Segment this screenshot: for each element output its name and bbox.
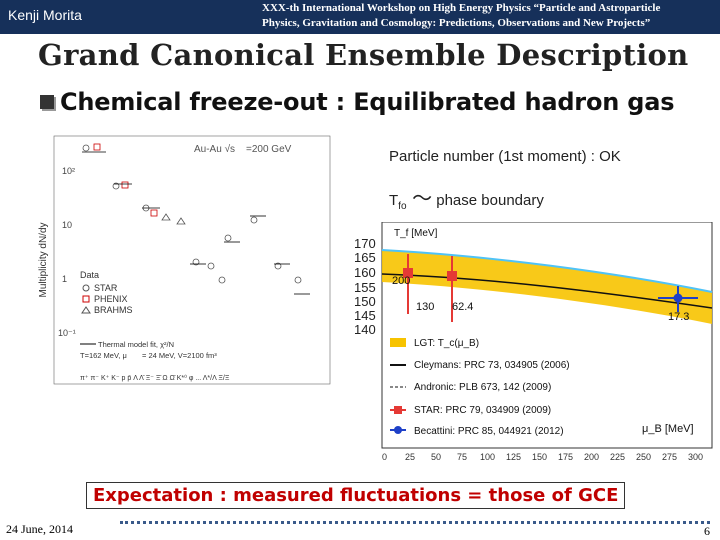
slide-title: Grand Canonical Ensemble Description bbox=[38, 38, 689, 72]
ytick-100: 10² bbox=[62, 166, 75, 176]
ytick-155: 155 bbox=[354, 280, 376, 295]
xtick-150: 150 bbox=[532, 452, 547, 462]
freezeout-point: Tfo ～ phase boundary bbox=[389, 182, 544, 212]
legend-phenix: PHENIX bbox=[94, 294, 128, 304]
particle-labels: π⁺ π⁻ K⁺ K⁻ p p̄ Λ Λ̄ Ξ⁻ Ξ̄ Ω Ω̄ K*⁰ φ .… bbox=[80, 374, 230, 382]
model-text-3: = 24 MeV, V=2100 fm³ bbox=[142, 351, 217, 360]
legend-star-marker bbox=[82, 284, 90, 292]
right-xlabel: μ_B [MeV] bbox=[642, 423, 694, 435]
ytick-145: 145 bbox=[354, 308, 376, 323]
legend-brahms-marker bbox=[81, 306, 91, 314]
tfo-symbol: T bbox=[389, 192, 399, 209]
point-200 bbox=[403, 268, 413, 278]
workshop-line-1: XXX-th International Workshop on High En… bbox=[262, 2, 661, 14]
footer-divider bbox=[120, 521, 710, 524]
marker-k-plus bbox=[112, 182, 120, 190]
legend-brahms: BRAHMS bbox=[94, 305, 133, 315]
marker-lambdabar bbox=[176, 217, 186, 225]
marker-pi-minus bbox=[93, 143, 101, 151]
expectation-callout: Expectation : measured fluctuations = th… bbox=[86, 482, 626, 509]
marker-pbar bbox=[150, 209, 158, 217]
legend-becattini-swatch bbox=[394, 426, 402, 434]
freezeout-figure: T_f [MeV] 170 165 160 155 150 145 140 20… bbox=[354, 222, 713, 462]
label-173: 17.3 bbox=[668, 311, 689, 323]
marker-ratio1 bbox=[294, 276, 302, 284]
legend-star: STAR: PRC 79, 034909 (2009) bbox=[414, 405, 551, 416]
point-17 bbox=[673, 293, 683, 303]
data-markers bbox=[82, 143, 310, 295]
xtick-125: 125 bbox=[506, 452, 521, 462]
legend-star-swatch bbox=[394, 406, 402, 414]
legend-title: Data bbox=[80, 270, 99, 280]
tfo-subscript: fo bbox=[398, 201, 407, 212]
bullet-square-icon bbox=[40, 95, 54, 109]
right-yticks: 170 165 160 155 150 145 140 bbox=[354, 236, 376, 337]
ytick-165: 165 bbox=[354, 250, 376, 265]
energy-label: =200 GeV bbox=[246, 144, 292, 155]
right-ylabel: T_f [MeV] bbox=[394, 228, 438, 239]
legend-lgt: LGT: T_c(μ_B) bbox=[414, 338, 479, 349]
marker-xibar bbox=[207, 262, 215, 270]
becattini-point bbox=[658, 286, 698, 312]
xtick-250: 250 bbox=[636, 452, 651, 462]
xtick-25: 25 bbox=[405, 452, 415, 462]
marker-k-minus bbox=[121, 181, 129, 189]
marker-omegabar bbox=[218, 276, 226, 284]
page-number: 6 bbox=[704, 524, 710, 538]
ytick-10: 10 bbox=[62, 220, 72, 230]
workshop-title: XXX-th International Workshop on High En… bbox=[262, 1, 714, 31]
tilde-symbol: ～ bbox=[406, 188, 433, 210]
xtick-0: 0 bbox=[382, 452, 387, 462]
model-text-2: T=162 MeV, μ bbox=[80, 351, 127, 360]
legend-andronic: Andronic: PLB 673, 142 (2009) bbox=[414, 382, 551, 393]
xtick-300: 300 bbox=[688, 452, 703, 462]
xtick-225: 225 bbox=[610, 452, 625, 462]
ytick-1: 1 bbox=[62, 274, 67, 284]
author-name: Kenji Morita bbox=[8, 7, 82, 23]
ytick-170: 170 bbox=[354, 236, 376, 251]
right-legend: LGT: T_c(μ_B) Cleymans: PRC 73, 034905 (… bbox=[390, 338, 570, 437]
left-ylabel: Multiplicity dN/dy bbox=[38, 222, 49, 297]
xtick-275: 275 bbox=[662, 452, 677, 462]
marker-kstar bbox=[250, 216, 258, 224]
model-text-1: Thermal model fit, χ²/N bbox=[98, 340, 174, 349]
particle-number-point: Particle number (1st moment) : OK bbox=[389, 148, 621, 165]
multiplicity-figure: Multiplicity dN/dy 10² 10 1 10⁻¹ Au-Au √… bbox=[38, 135, 331, 385]
plot-frame bbox=[53, 135, 331, 385]
phase-boundary-text: phase boundary bbox=[436, 192, 544, 209]
label-130: 130 bbox=[416, 301, 434, 313]
ytick-140: 140 bbox=[354, 322, 376, 337]
legend-lgt-swatch bbox=[390, 338, 406, 347]
workshop-line-2: Physics, Gravitation and Cosmology: Pred… bbox=[262, 17, 651, 29]
legend-becattini: Becattini: PRC 85, 044921 (2012) bbox=[414, 426, 564, 437]
xtick-100: 100 bbox=[480, 452, 495, 462]
xtick-75: 75 bbox=[457, 452, 467, 462]
star-points bbox=[403, 254, 457, 322]
marker-omega bbox=[224, 234, 232, 242]
collision-label: Au-Au √s bbox=[194, 143, 235, 155]
xtick-50: 50 bbox=[431, 452, 441, 462]
legend-star: STAR bbox=[94, 283, 118, 293]
right-xticks: 0 25 50 75 100 125 150 175 200 225 250 2… bbox=[382, 452, 703, 462]
label-624: 62.4 bbox=[452, 301, 473, 313]
xtick-200: 200 bbox=[584, 452, 599, 462]
marker-phi bbox=[274, 262, 282, 270]
legend-phenix-marker bbox=[82, 295, 90, 303]
marker-pi-plus bbox=[82, 144, 90, 152]
marker-xi bbox=[192, 258, 200, 266]
xtick-175: 175 bbox=[558, 452, 573, 462]
footer-date: 24 June, 2014 bbox=[6, 522, 73, 536]
legend-cleymans: Cleymans: PRC 73, 034905 (2006) bbox=[414, 360, 570, 371]
header-bar: Kenji Morita XXX-th International Worksh… bbox=[0, 0, 720, 34]
slide-subtitle: Chemical freeze-out : Equilibrated hadro… bbox=[60, 88, 675, 116]
cleymans-line bbox=[381, 273, 713, 309]
ytick-160: 160 bbox=[354, 265, 376, 280]
ytick-150: 150 bbox=[354, 294, 376, 309]
ytick-01: 10⁻¹ bbox=[58, 328, 76, 338]
point-62 bbox=[447, 271, 457, 281]
lgt-line bbox=[381, 249, 713, 293]
marker-lambda bbox=[161, 213, 171, 221]
label-200: 200 bbox=[392, 275, 410, 287]
